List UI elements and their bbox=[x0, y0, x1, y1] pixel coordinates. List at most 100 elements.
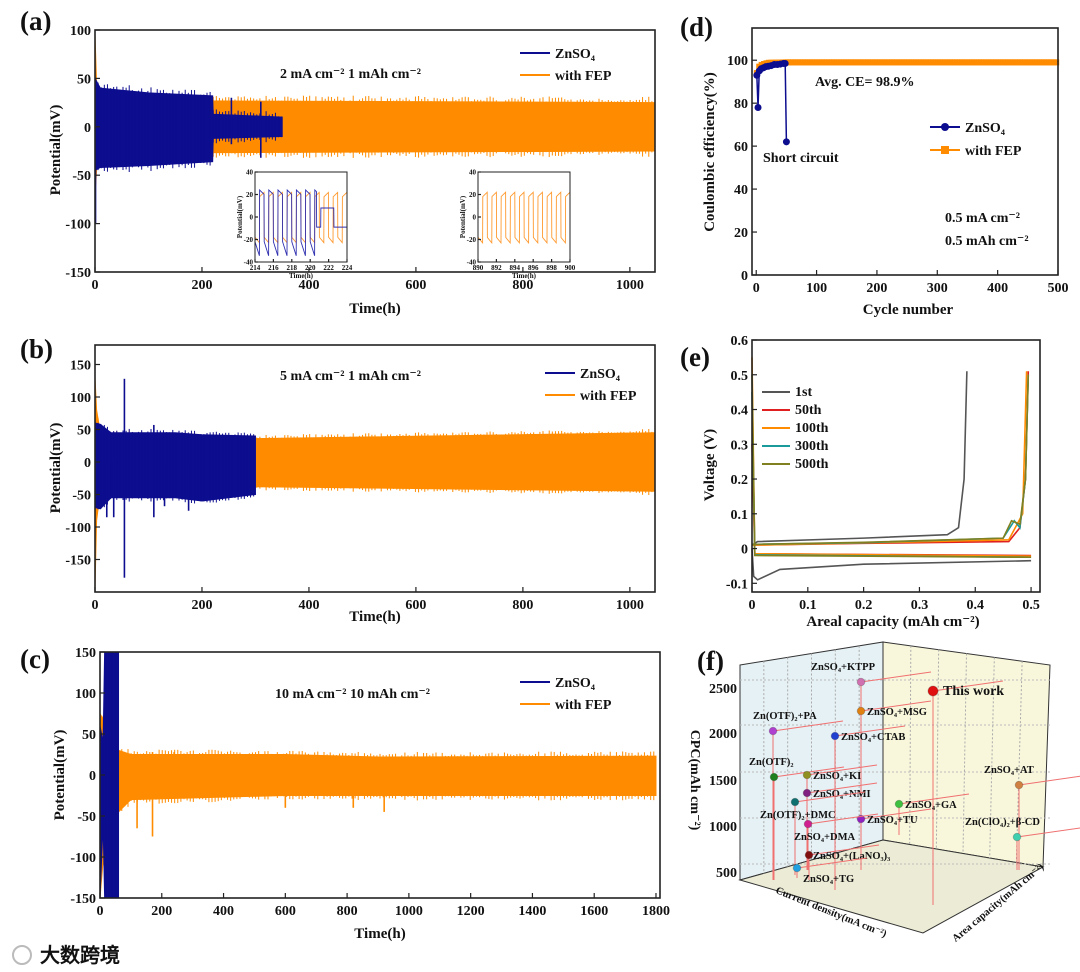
x-tick-label: 300 bbox=[927, 281, 948, 296]
z-tick-label: 2000 bbox=[709, 727, 737, 742]
curve-300th bbox=[751, 392, 1032, 559]
y-tick-label: 50 bbox=[77, 424, 91, 439]
y-tick-label: 0.4 bbox=[731, 404, 749, 419]
legend-label: 500th bbox=[795, 457, 829, 472]
y-tick-label: 0 bbox=[473, 214, 477, 222]
x-tick-label: 600 bbox=[405, 278, 426, 293]
point-label: Zn(OTF)₂ bbox=[749, 757, 794, 768]
point-label: ZnSO₄+(LaNO₃)₃ bbox=[813, 851, 890, 862]
y-tick-label: -0.1 bbox=[726, 577, 748, 592]
y-tick-label: -40 bbox=[467, 259, 477, 267]
x-tick-label: 0 bbox=[92, 278, 99, 293]
projection-line bbox=[860, 671, 932, 683]
y-tick-label: -20 bbox=[244, 236, 254, 244]
axes-a bbox=[94, 29, 656, 273]
inset-x-axis-title: Time(h) bbox=[512, 272, 537, 280]
point-label: ZnSO₄+TG bbox=[803, 874, 854, 885]
point-label: Zn(OTF)₂+PA bbox=[753, 711, 817, 722]
inset-y-axis-title: Potential(mV) bbox=[236, 195, 244, 238]
inset-series-with-fep bbox=[477, 191, 571, 245]
y-axis-title: Voltage (V) bbox=[702, 429, 718, 501]
legend-label: 1st bbox=[795, 385, 812, 400]
point-label: Zn(ClO₄)₂+β-CD bbox=[965, 817, 1040, 828]
y-tick-label: 20 bbox=[469, 191, 477, 199]
x-axis-title: Time(h) bbox=[349, 301, 400, 317]
projection-line bbox=[806, 782, 878, 794]
grid-line bbox=[909, 645, 912, 845]
y-tick-label: 0 bbox=[741, 543, 748, 558]
x-tick-label: 800 bbox=[337, 904, 358, 919]
projection-line bbox=[1018, 775, 1080, 786]
x-tick-label: 200 bbox=[151, 904, 172, 919]
x-tick-label: 218 bbox=[287, 264, 298, 272]
y-tick-label: 150 bbox=[70, 359, 91, 374]
curve-500th bbox=[751, 374, 1030, 546]
x-tick-label: 214 bbox=[250, 264, 261, 272]
x-tick-label: 400 bbox=[298, 598, 319, 613]
x-tick-label: 400 bbox=[987, 281, 1008, 296]
x-tick-label: 1200 bbox=[457, 904, 485, 919]
x-axis-title: Cycle number bbox=[863, 302, 954, 318]
projection-line bbox=[898, 793, 970, 805]
x-tick-label: 500 bbox=[1048, 281, 1069, 296]
data-point-znso4 bbox=[782, 138, 790, 146]
legend-marker bbox=[941, 146, 949, 154]
x-axis-title: Areal capacity (mAh cm⁻²) bbox=[806, 614, 979, 630]
x-tick-label: 222 bbox=[323, 264, 334, 272]
axes-e bbox=[751, 339, 1041, 593]
x-tick-label: 216 bbox=[268, 264, 279, 272]
y-tick-label: 0.2 bbox=[731, 473, 749, 488]
data-point bbox=[1012, 832, 1022, 842]
data-point bbox=[769, 772, 779, 782]
axes-c bbox=[99, 651, 661, 899]
data-point bbox=[927, 685, 939, 697]
panel-label: (f) bbox=[697, 646, 724, 676]
z-tick-label: 500 bbox=[716, 866, 737, 881]
y-tick-label: -150 bbox=[70, 892, 96, 907]
panel-label: (c) bbox=[20, 644, 50, 674]
y-tick-label: 20 bbox=[734, 226, 748, 241]
y-tick-label: -20 bbox=[467, 236, 477, 244]
axes-d bbox=[751, 27, 1059, 276]
plot-area-b bbox=[95, 377, 655, 589]
y-tick-label: 100 bbox=[70, 24, 91, 39]
legend-marker bbox=[941, 123, 949, 131]
y-axis-title: Potential(mV) bbox=[48, 423, 64, 514]
point-label: ZnSO₄+NMI bbox=[813, 789, 871, 800]
panel-label: (a) bbox=[20, 6, 51, 36]
curve-100th bbox=[751, 371, 1028, 546]
data-point bbox=[1014, 780, 1024, 790]
watermark-icon bbox=[12, 945, 32, 965]
point-label: ZnSO₄+TU bbox=[867, 815, 918, 826]
plot-area-c bbox=[100, 652, 657, 898]
condition-annotation: 2 mA cm⁻² 1 mAh cm⁻² bbox=[280, 67, 421, 82]
x-tick-label: 220 bbox=[305, 264, 316, 272]
grid-line bbox=[1015, 661, 1023, 863]
y-tick-label: 40 bbox=[734, 183, 748, 198]
projection-line bbox=[860, 808, 932, 820]
x-tick-label: 894 bbox=[510, 264, 521, 272]
x-tick-label: 1800 bbox=[642, 904, 670, 919]
projection-line bbox=[932, 680, 1004, 692]
condition-annotation: 5 mA cm⁻² 1 mAh cm⁻² bbox=[280, 369, 421, 384]
x-tick-label: 900 bbox=[565, 264, 576, 272]
point-label: ZnSO₄+MSG bbox=[867, 707, 927, 718]
curve-500th bbox=[751, 374, 1032, 559]
y-tick-label: 0 bbox=[84, 456, 91, 471]
point-label: ZnSO₄+CTAB bbox=[841, 732, 905, 743]
data-point bbox=[790, 797, 800, 807]
axes-a-inset bbox=[254, 171, 348, 263]
x-tick-label: 224 bbox=[342, 264, 353, 272]
z-tick-label: 1500 bbox=[709, 774, 737, 789]
projection-line bbox=[808, 844, 880, 856]
x-tick-label: 200 bbox=[191, 278, 212, 293]
x-tick-label: 0.1 bbox=[799, 598, 817, 613]
series-line-znso4 bbox=[756, 62, 788, 142]
x-tick-label: 890 bbox=[473, 264, 484, 272]
y-tick-label: 150 bbox=[75, 646, 96, 661]
legend-label: with FEP bbox=[555, 698, 612, 713]
data-point-with-fep bbox=[1053, 59, 1060, 66]
plot-frame bbox=[751, 27, 1059, 276]
y-tick-label: 0 bbox=[250, 214, 254, 222]
